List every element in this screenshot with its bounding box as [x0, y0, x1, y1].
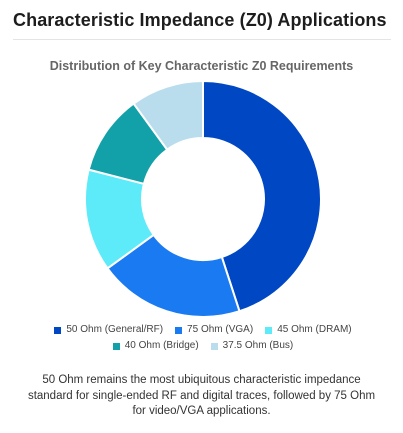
donut-slice-2[interactable]	[106, 233, 241, 318]
legend-row: 50 Ohm (General/RF) 75 Ohm (VGA) 45 Ohm (D…	[28, 322, 378, 338]
legend-label: 40 Ohm (Bridge)	[124, 340, 199, 351]
legend-swatch	[210, 342, 218, 350]
legend-item[interactable]: 45 Ohm (DRAM)	[265, 322, 352, 338]
donut-chart	[84, 79, 322, 318]
chart-legend: 50 Ohm (General/RF) 75 Ohm (VGA) 45 Ohm (D…	[28, 322, 378, 354]
legend-label: 37.5 Ohm (Bus)	[222, 340, 294, 351]
legend-item[interactable]: 37.5 Ohm (Bus)	[210, 338, 294, 354]
legend-item[interactable]: 75 Ohm (VGA)	[175, 322, 253, 338]
donut-slice-1[interactable]	[202, 79, 322, 313]
legend-swatch	[54, 326, 62, 334]
legend-item[interactable]: 50 Ohm (General/RF)	[54, 322, 163, 338]
page-title: Characteristic Impedance (Z0) Applicatio…	[13, 10, 387, 30]
legend-swatch	[265, 326, 273, 334]
legend-label: 50 Ohm (General/RF)	[66, 324, 164, 335]
legend-item[interactable]: 40 Ohm (Bridge)	[112, 338, 199, 354]
legend-row: 40 Ohm (Bridge) 37.5 Ohm (Bus)	[28, 338, 378, 354]
title-divider	[13, 39, 391, 40]
legend-swatch	[112, 342, 120, 350]
donut-slice-5[interactable]	[132, 79, 204, 152]
legend-label: 45 Ohm (DRAM)	[277, 324, 352, 335]
legend-swatch	[175, 326, 183, 334]
chart-title: Distribution of Key Characteristic Z0 Re…	[49, 59, 354, 73]
chart-caption: 50 Ohm remains the most ubiquitous chara…	[27, 374, 376, 417]
legend-label: 75 Ohm (VGA)	[187, 324, 254, 335]
